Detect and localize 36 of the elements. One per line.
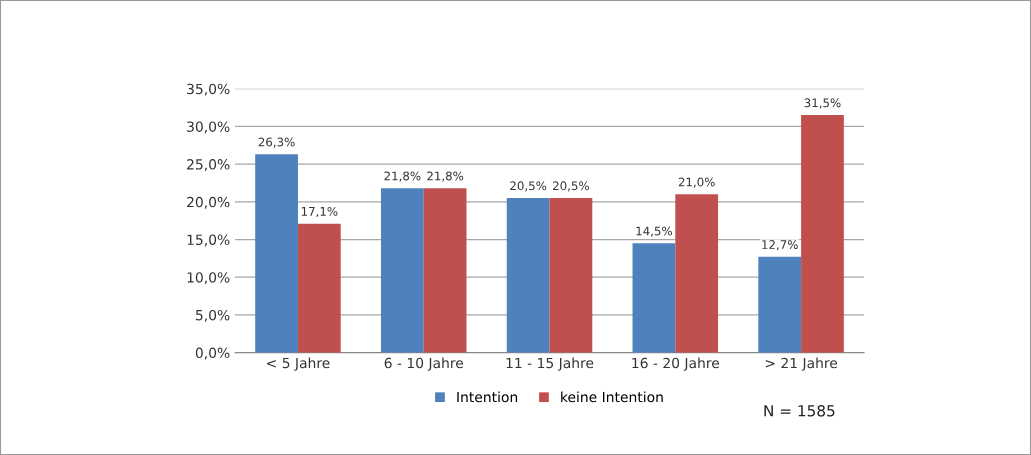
data-label: 17,1% xyxy=(301,206,338,218)
y-tick-label: 10,0% xyxy=(187,272,230,285)
y-tick-label: 15,0% xyxy=(187,234,230,247)
y-tick-label: 35,0% xyxy=(187,83,230,96)
bar xyxy=(380,188,424,353)
legend-label: keine Intention xyxy=(561,391,663,403)
data-label: 21,8% xyxy=(427,171,464,182)
y-tick-label: 0,0% xyxy=(195,347,230,360)
data-label: 20,5% xyxy=(553,181,590,192)
x-tick-label: 16 - 20 Jahre xyxy=(632,357,720,371)
data-label: 21,8% xyxy=(384,171,421,182)
bar xyxy=(506,198,550,353)
data-label: 31,5% xyxy=(804,98,841,109)
y-tick-label: 25,0% xyxy=(187,159,230,172)
bar xyxy=(255,154,298,353)
y-tick-label: 30,0% xyxy=(187,121,230,134)
y-tick-label: 5,0% xyxy=(195,309,230,322)
x-tick-label: < 5 Jahre xyxy=(267,357,330,371)
text: N = 1585 xyxy=(764,404,835,417)
data-label: 21,0% xyxy=(678,177,715,188)
data-label: 12,7% xyxy=(762,240,798,251)
bar xyxy=(632,243,676,353)
bar xyxy=(801,115,844,353)
x-tick-label: 11 - 15 Jahre xyxy=(506,357,594,371)
y-tick-label: 20,0% xyxy=(187,196,230,209)
legend-label: Intention xyxy=(457,391,518,403)
bar xyxy=(297,223,341,353)
data-label: 26,3% xyxy=(258,137,295,148)
bar xyxy=(549,198,593,353)
data-label: 20,5% xyxy=(510,181,547,192)
bar xyxy=(423,188,467,353)
data-label: 14,5% xyxy=(636,226,673,237)
x-tick-label: 6 - 10 Jahre xyxy=(384,357,464,371)
bar xyxy=(675,194,719,353)
x-tick-label: > 21 Jahre xyxy=(765,357,838,371)
bar xyxy=(758,256,802,353)
